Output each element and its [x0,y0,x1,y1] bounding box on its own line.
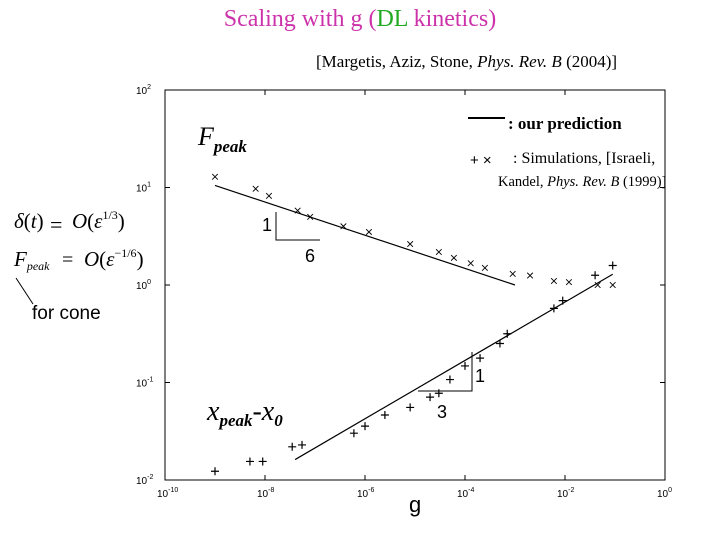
title-suffix: kinetics) [407,6,497,32]
y-tick-label: 10-2 [136,474,153,487]
fpeak-point [365,228,373,236]
xpeak-point [406,403,415,412]
tick-group: 10-10 10-8 10-6 10-4 10-2 100 102 101 100 10-1 10-… [136,84,672,500]
title-prefix: Scaling with g ( [223,6,377,32]
xpeak-point [258,457,267,466]
legend-sim2-suffix: (1999)] [619,174,667,190]
fpeak-point [450,254,458,261]
slope1-run: 6 [305,246,315,266]
legend-sim-text: : Simulations, [ [513,150,612,167]
formula-delta: δ(t) = O(ε1/3) [14,208,125,237]
svg-text:O(ε−1/6): O(ε−1/6) [84,246,144,271]
xpeak-point [426,393,435,402]
xpeak-point [211,467,219,476]
xpeak-label: xpeak-x0 [206,396,283,430]
fpeak-point [307,213,314,220]
xpeak-point [591,271,600,280]
svg-text:δ(t): δ(t) [14,209,44,233]
citation-suffix: (2004)] [561,52,618,71]
slope2-rise: 1 [475,366,485,386]
xpeak-point [608,261,617,270]
citation-journal: Phys. Rev. B [477,52,562,71]
x-tick-label: 100 [657,487,672,500]
y-tick-label: 102 [136,84,151,97]
fpeak-point [265,192,273,200]
fpeak-label: Fpeak [197,122,247,156]
data-points [211,173,617,476]
xpeak-point [476,354,485,363]
svg-text:Fpeak: Fpeak [13,247,50,273]
fpeak-point [481,264,489,271]
svg-text:O(ε1/3): O(ε1/3) [72,208,125,233]
fpeak-point [407,240,414,248]
xpeak-point [495,339,504,348]
fpeak-point [594,281,601,289]
fpeak-point [294,207,301,214]
citation-prefix: [Margetis, Aziz, Stone, [316,52,478,71]
xpeak-point [361,422,369,431]
x-tick-label: 10-6 [357,487,374,500]
x-tick-label: 10-4 [457,487,474,500]
fit-line [214,184,516,286]
xpeak-point [445,375,454,384]
fpeak-point [550,277,558,285]
fpeak-point [526,272,534,279]
legend-sim-author: Israeli, [611,150,656,167]
legend-sim2-journal: Phys. Rev. B [547,174,620,190]
citation: [Margetis, Aziz, Stone, Phys. Rev. B (20… [316,52,617,72]
slope-triangle-2 [418,352,473,392]
slope1-rise: 1 [262,215,272,235]
svg-text:=: = [62,249,73,271]
xpeak-point [558,296,567,305]
fpeak-point [435,248,442,256]
slide-title: Scaling with g (DL kinetics) [0,6,720,33]
y-tick-label: 100 [136,279,151,292]
y-tick-label: 101 [136,182,151,195]
xpeak-point [298,440,307,449]
fpeak-point [565,279,573,286]
legend-simulations: : Simulations, [Israeli, [513,150,655,168]
fpeak-point [252,185,259,192]
xpeak-point [503,329,512,338]
xpeak-point [549,304,558,313]
fpeak-point [467,260,474,267]
fpeak-point [211,173,219,180]
formula-fpeak: Fpeak = O(ε−1/6) [13,246,144,273]
svg-text:=: = [50,212,62,237]
for-cone-label: for cone [32,303,101,324]
xpeak-point [461,361,469,370]
fit-line [294,273,614,461]
xpeak-point [349,429,358,438]
xpeak-point [380,411,389,420]
xpeak-point [245,457,254,466]
for-cone-pointer [15,277,34,305]
fpeak-point [340,223,347,230]
fit-lines [214,184,614,461]
x-axis-label: g [409,492,421,517]
y-tick-label: 10-1 [136,377,153,390]
slope-triangle-1 [275,212,320,241]
title-dl: DL [376,6,408,32]
legend-prediction: : our prediction [508,114,622,133]
slope2-run: 3 [437,402,447,422]
legend-sim-marks: + × [470,152,492,169]
x-tick-label: 10-10 [157,487,178,500]
xpeak-point [288,442,297,451]
x-tick-label: 10-2 [557,487,574,500]
legend-simulations-cont: Kandel, Phys. Rev. B (1999)] [498,174,666,191]
x-tick-label: 10-8 [257,487,274,500]
legend-sim2-prefix: Kandel, [498,174,548,190]
fpeak-point [609,281,616,289]
fpeak-point [509,270,516,278]
xpeak-point [434,389,443,398]
